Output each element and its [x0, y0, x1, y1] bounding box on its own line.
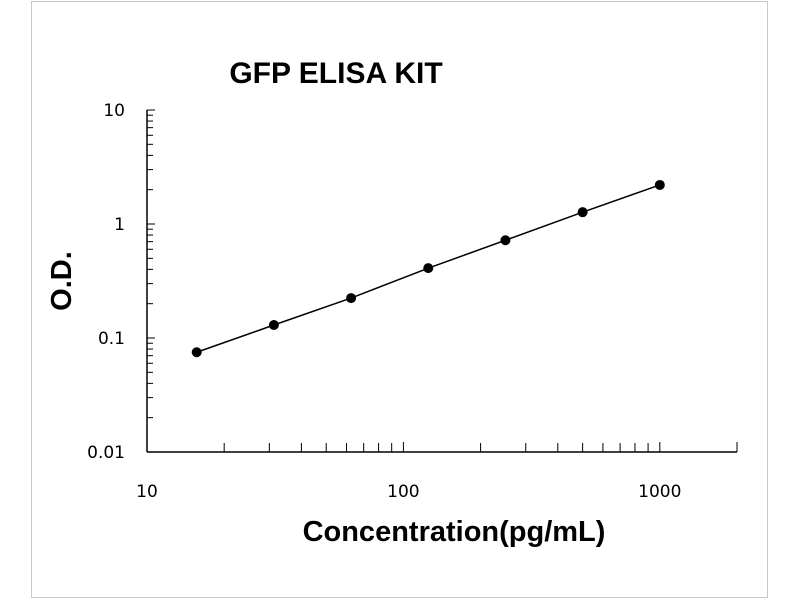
y-tick-label: 0.01 [87, 443, 125, 463]
y-tick-label: 10 [103, 101, 125, 121]
data-point [268, 320, 279, 331]
x-tick-label: 100 [387, 482, 419, 502]
data-point [423, 263, 434, 274]
x-axis-title: Concentration(pg/mL) [303, 516, 606, 548]
data-point [577, 207, 588, 218]
y-tick-label: 1 [114, 215, 125, 235]
x-tick-label: 10 [136, 482, 158, 502]
data-point [500, 235, 511, 246]
chart-title: GFP ELISA KIT [229, 57, 442, 90]
data-point [191, 347, 202, 358]
y-axis-title: O.D. [46, 251, 78, 311]
data-point [654, 179, 665, 190]
data-point [346, 293, 357, 304]
y-tick-label: 0.1 [98, 329, 125, 349]
chart-frame [31, 1, 768, 598]
x-tick-label: 1000 [638, 482, 681, 502]
